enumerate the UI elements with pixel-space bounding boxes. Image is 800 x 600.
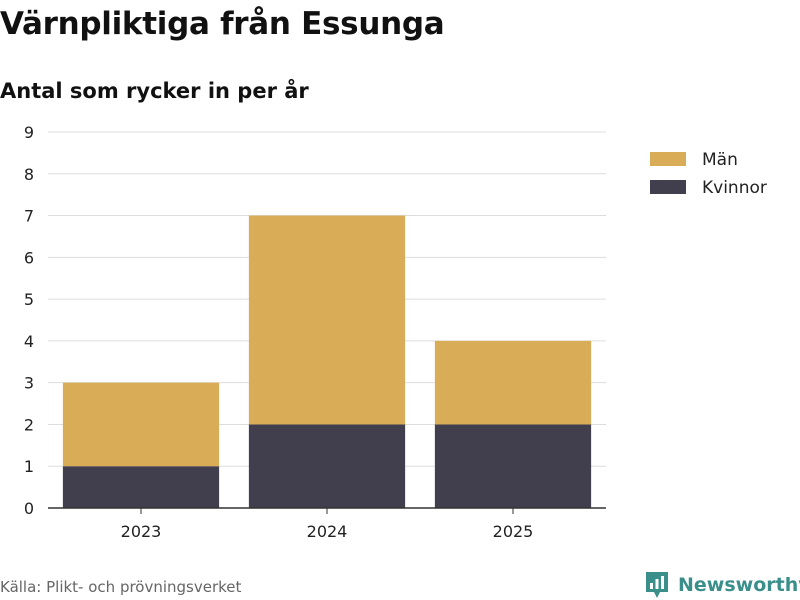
y-tick-label: 6 (24, 248, 34, 267)
y-axis-ticks: 0 1 2 3 4 5 6 7 8 9 (24, 123, 34, 518)
y-tick-label: 0 (24, 499, 34, 518)
source-note: Källa: Plikt- och prövningsverket (0, 578, 242, 596)
y-tick-label: 4 (24, 332, 34, 351)
y-tick-label: 9 (24, 123, 34, 142)
chart-subtitle: Antal som rycker in per år (0, 79, 309, 103)
bar-kvinnor-2023 (62, 466, 220, 508)
legend-label-kvinnor: Kvinnor (702, 178, 767, 198)
y-tick-label: 2 (24, 415, 34, 434)
x-axis-ticks: 2023 2024 2025 (121, 508, 534, 541)
bar-chart: 0 1 2 3 4 5 6 7 8 9 2023 2024 2025 Män Kvinnor (24, 123, 767, 541)
y-tick-label: 8 (24, 165, 34, 184)
legend: Män Kvinnor (650, 150, 767, 198)
bar-kvinnor-2025 (434, 424, 592, 508)
newsworthy-logo: Newsworthy (644, 570, 800, 600)
legend-swatch-män (650, 152, 686, 166)
newsworthy-logo-icon (646, 572, 668, 598)
x-tick-label: 2023 (121, 522, 162, 541)
bars (62, 215, 592, 508)
bar-män-2025 (434, 340, 592, 425)
y-tick-label: 7 (24, 207, 34, 226)
y-tick-label: 1 (24, 457, 34, 476)
x-tick-label: 2024 (307, 522, 348, 541)
logo-text: Newsworthy (678, 574, 800, 596)
legend-label-män: Män (702, 150, 738, 170)
x-tick-label: 2025 (493, 522, 534, 541)
bar-kvinnor-2024 (248, 424, 406, 508)
chart-title: Värnpliktiga från Essunga (0, 6, 445, 42)
legend-swatch-kvinnor (650, 180, 686, 194)
bar-män-2024 (248, 215, 406, 425)
y-tick-label: 5 (24, 290, 34, 309)
bar-män-2023 (62, 382, 220, 467)
y-tick-label: 3 (24, 374, 34, 393)
